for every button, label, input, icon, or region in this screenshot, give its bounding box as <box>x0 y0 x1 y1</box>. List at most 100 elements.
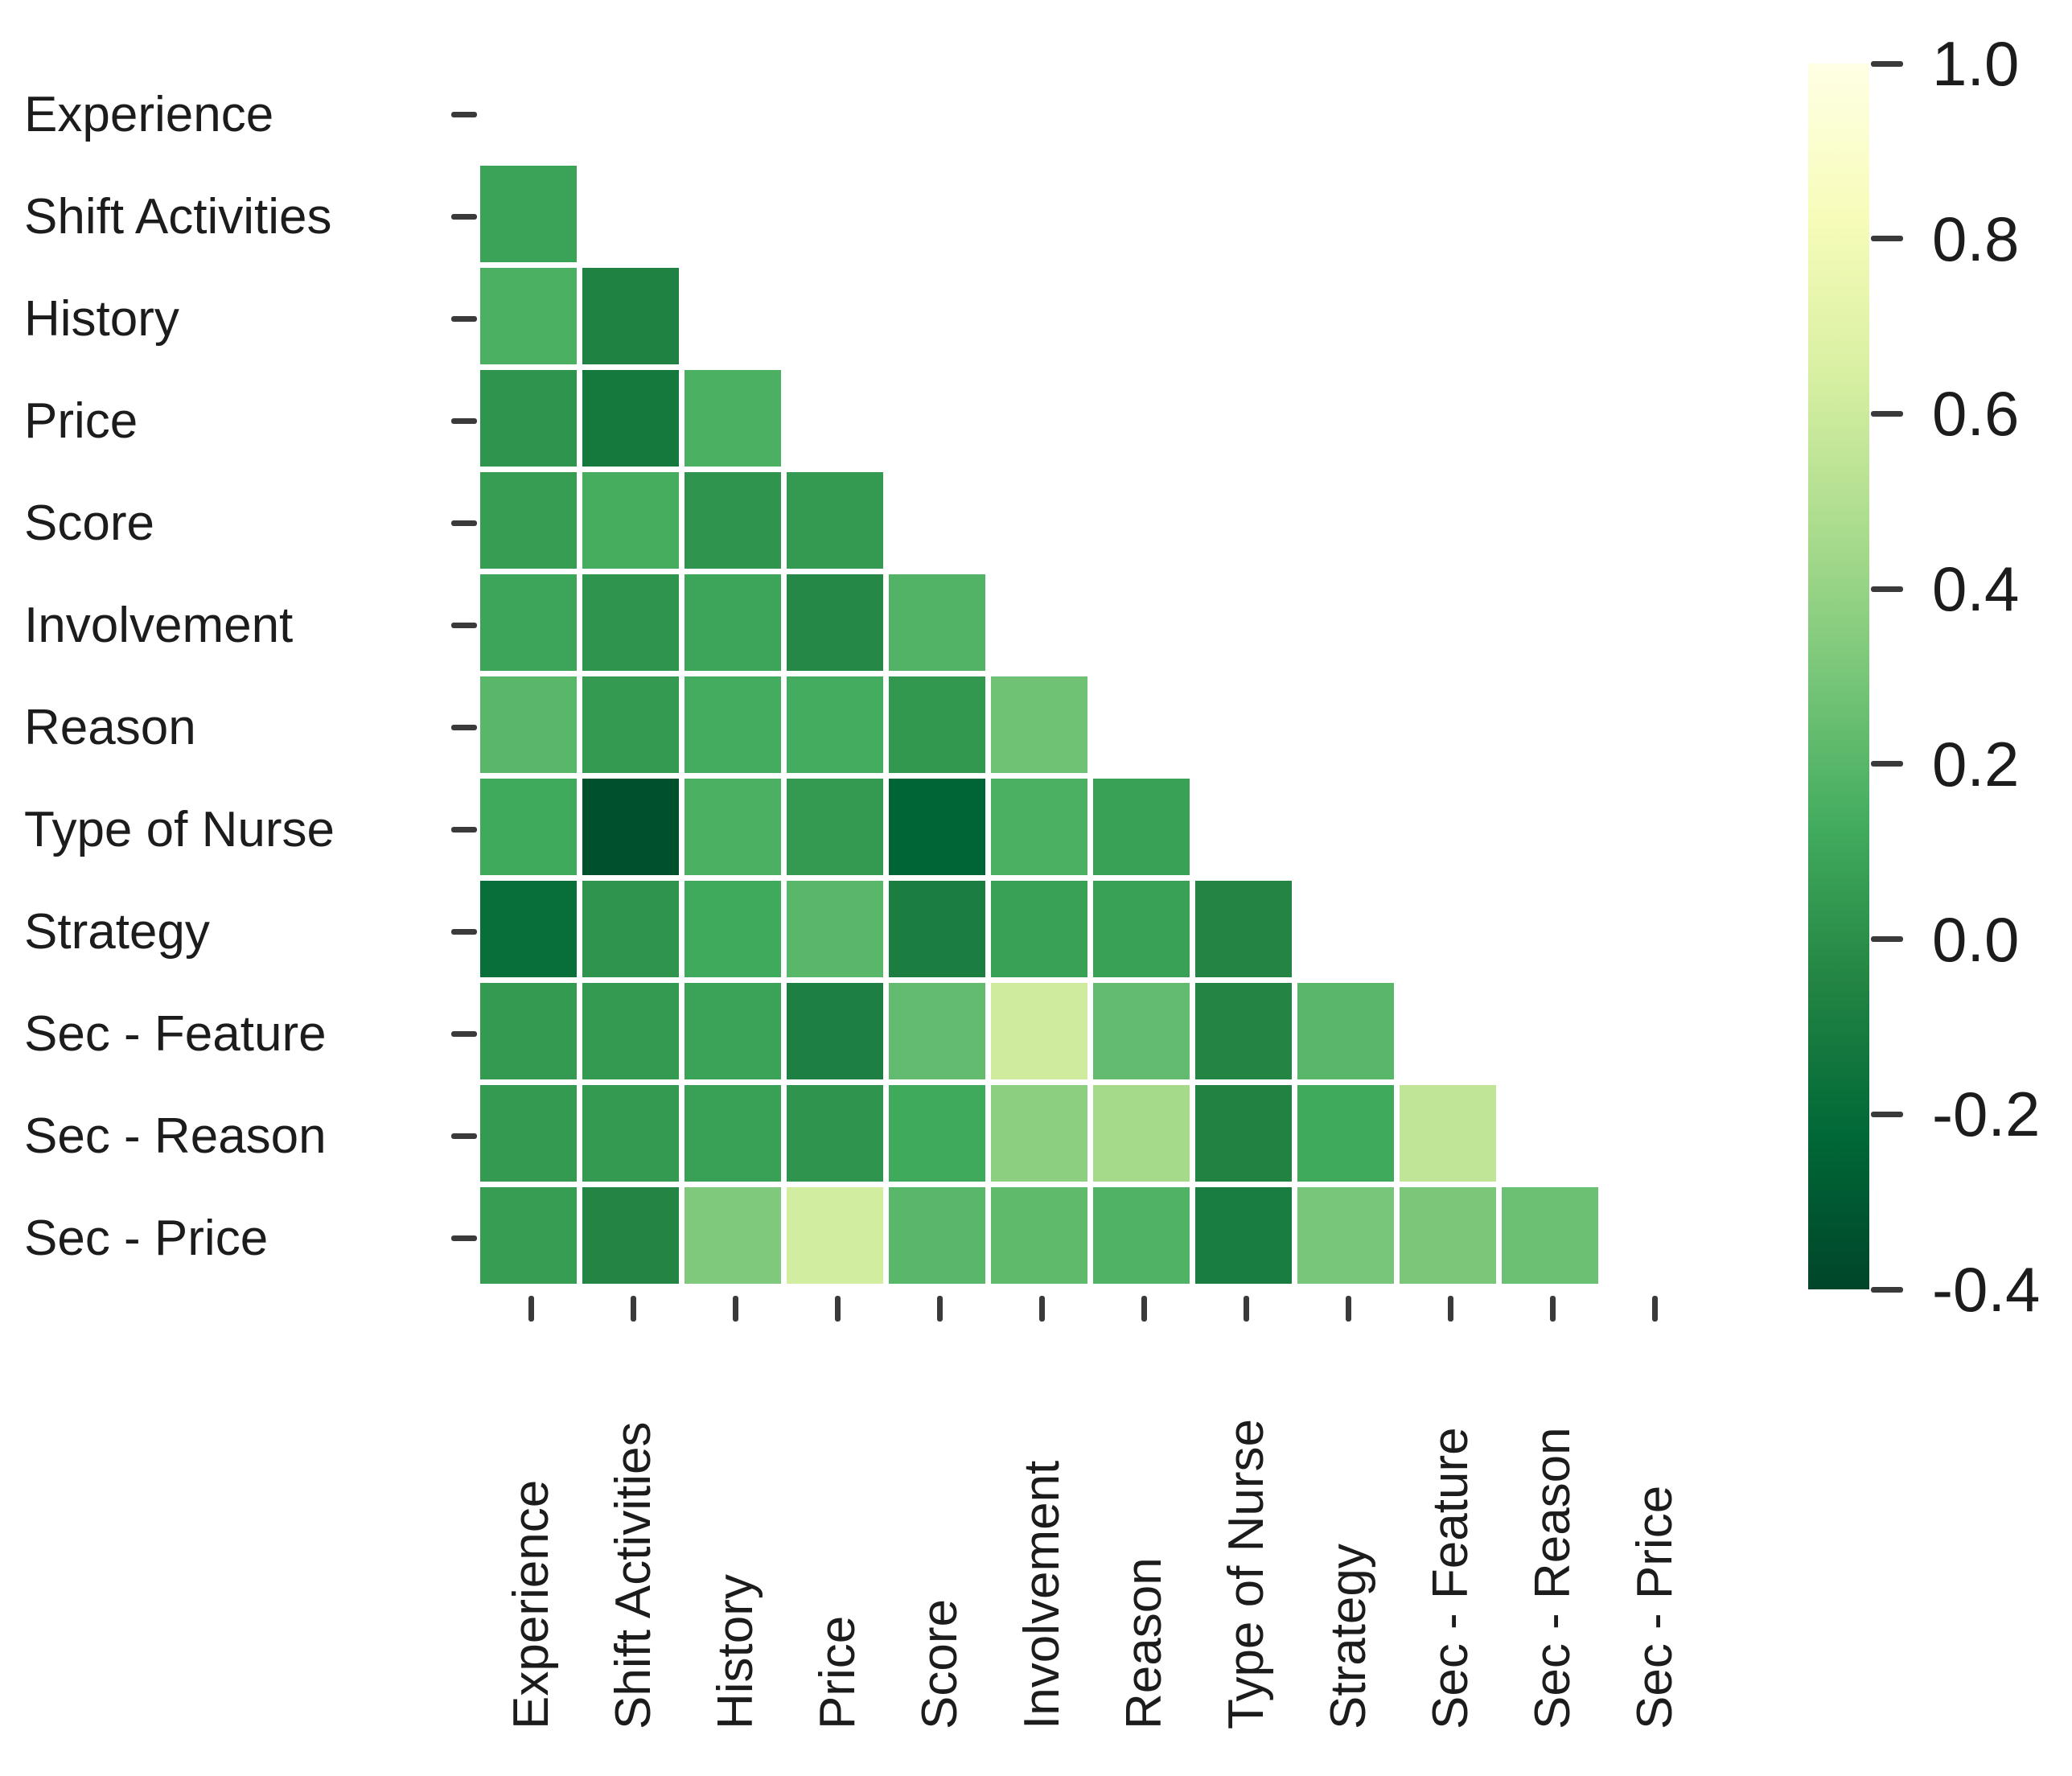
heatmap-cell-10-7 <box>1195 1085 1292 1182</box>
y-tick <box>451 316 477 322</box>
x-tick <box>1652 1296 1658 1322</box>
heatmap-cell-6-3 <box>787 676 883 773</box>
heatmap-cell-6-5 <box>991 676 1087 773</box>
x-tick <box>1550 1296 1556 1322</box>
heatmap-cell-2-1 <box>582 268 679 364</box>
x-tick <box>1244 1296 1249 1322</box>
y-axis-label: History <box>24 290 179 347</box>
heatmap-cell-9-8 <box>1297 983 1394 1079</box>
x-tick <box>1039 1296 1045 1322</box>
heatmap-cell-8-5 <box>991 881 1087 977</box>
y-tick <box>451 725 477 730</box>
y-axis-label: Strategy <box>24 903 210 960</box>
heatmap-cell-11-6 <box>1093 1187 1190 1284</box>
heatmap-cell-11-9 <box>1400 1187 1496 1284</box>
heatmap-cell-10-9 <box>1400 1085 1496 1182</box>
x-axis-label: Score <box>911 1599 968 1729</box>
heatmap-cell-11-2 <box>684 1187 781 1284</box>
heatmap-cell-11-4 <box>889 1187 985 1284</box>
colorbar-tick <box>1871 236 1903 242</box>
heatmap-cell-9-0 <box>480 983 577 1079</box>
heatmap-cell-9-6 <box>1093 983 1190 1079</box>
y-axis-label: Type of Nurse <box>24 801 335 857</box>
heatmap-cell-4-1 <box>582 472 679 569</box>
heatmap-cell-7-6 <box>1093 779 1190 875</box>
heatmap-cell-9-2 <box>684 983 781 1079</box>
x-axis-label: Type of Nurse <box>1218 1419 1274 1729</box>
y-axis-label: Involvement <box>24 597 294 653</box>
heatmap-cell-5-2 <box>684 574 781 671</box>
x-axis-label: Sec - Feature <box>1422 1427 1478 1729</box>
y-tick <box>451 929 477 935</box>
heatmap-cell-7-4 <box>889 779 985 875</box>
y-axis-label: Sec - Feature <box>24 1005 327 1062</box>
x-axis-label: Strategy <box>1320 1544 1376 1729</box>
heatmap-cell-9-4 <box>889 983 985 1079</box>
colorbar-tick-label: 0.0 <box>1932 903 2020 975</box>
colorbar-tick-label: -0.4 <box>1932 1254 2041 1325</box>
heatmap-cell-10-6 <box>1093 1085 1190 1182</box>
heatmap-cell-8-6 <box>1093 881 1190 977</box>
colorbar <box>1808 64 1869 1289</box>
y-axis-label: Experience <box>24 86 274 142</box>
heatmap-cell-9-1 <box>582 983 679 1079</box>
y-axis-label: Shift Activities <box>24 188 332 245</box>
y-tick <box>451 1031 477 1037</box>
colorbar-tick-label: 0.2 <box>1932 728 2020 800</box>
y-tick <box>451 520 477 526</box>
heatmap-cell-6-0 <box>480 676 577 773</box>
heatmap-cell-5-0 <box>480 574 577 671</box>
heatmap-cell-11-1 <box>582 1187 679 1284</box>
heatmap-cell-5-1 <box>582 574 679 671</box>
heatmap-cell-10-2 <box>684 1085 781 1182</box>
x-axis-label: Sec - Price <box>1626 1485 1683 1729</box>
heatmap-cell-11-7 <box>1195 1187 1292 1284</box>
colorbar-tick-label: 0.4 <box>1932 553 2020 625</box>
heatmap-cell-8-2 <box>684 881 781 977</box>
y-tick <box>451 112 477 117</box>
heatmap-cell-8-3 <box>787 881 883 977</box>
heatmap-cell-9-7 <box>1195 983 1292 1079</box>
heatmap-cell-7-5 <box>991 779 1087 875</box>
x-tick <box>528 1296 534 1322</box>
heatmap-cell-7-2 <box>684 779 781 875</box>
heatmap-cell-5-4 <box>889 574 985 671</box>
heatmap-cell-8-7 <box>1195 881 1292 977</box>
heatmap-cell-10-3 <box>787 1085 883 1182</box>
colorbar-tick <box>1871 586 1903 592</box>
heatmap-cell-10-0 <box>480 1085 577 1182</box>
x-axis-label: Involvement <box>1013 1460 1070 1729</box>
y-tick <box>451 827 477 832</box>
colorbar-tick <box>1871 60 1903 67</box>
y-axis-label: Sec - Price <box>24 1210 269 1266</box>
y-tick <box>451 1235 477 1241</box>
heatmap-cell-10-8 <box>1297 1085 1394 1182</box>
heatmap-cell-10-5 <box>991 1085 1087 1182</box>
heatmap-cell-7-1 <box>582 779 679 875</box>
x-axis-label: Experience <box>503 1479 559 1729</box>
colorbar-tick <box>1871 761 1903 767</box>
heatmap-cell-7-0 <box>480 779 577 875</box>
x-axis-label: History <box>707 1574 763 1729</box>
heatmap-cell-6-1 <box>582 676 679 773</box>
x-tick <box>733 1296 738 1322</box>
x-axis-label: Reason <box>1116 1557 1172 1729</box>
y-tick <box>451 1133 477 1139</box>
heatmap-cell-8-1 <box>582 881 679 977</box>
heatmap-cell-9-5 <box>991 983 1087 1079</box>
colorbar-tick-label: -0.2 <box>1932 1079 2041 1150</box>
x-axis-label: Shift Activities <box>605 1421 661 1729</box>
heatmap-cell-4-3 <box>787 472 883 569</box>
heatmap-cell-8-0 <box>480 881 577 977</box>
y-axis-label: Score <box>24 495 154 551</box>
heatmap-cell-3-2 <box>684 370 781 467</box>
heatmap-cell-6-4 <box>889 676 985 773</box>
x-axis-label: Price <box>809 1615 865 1729</box>
heatmap-cell-4-2 <box>684 472 781 569</box>
colorbar-tick-label: 0.6 <box>1932 378 2020 450</box>
y-axis-label: Reason <box>24 699 196 755</box>
heatmap-cell-11-8 <box>1297 1187 1394 1284</box>
heatmap-cell-10-1 <box>582 1085 679 1182</box>
x-tick <box>1448 1296 1453 1322</box>
